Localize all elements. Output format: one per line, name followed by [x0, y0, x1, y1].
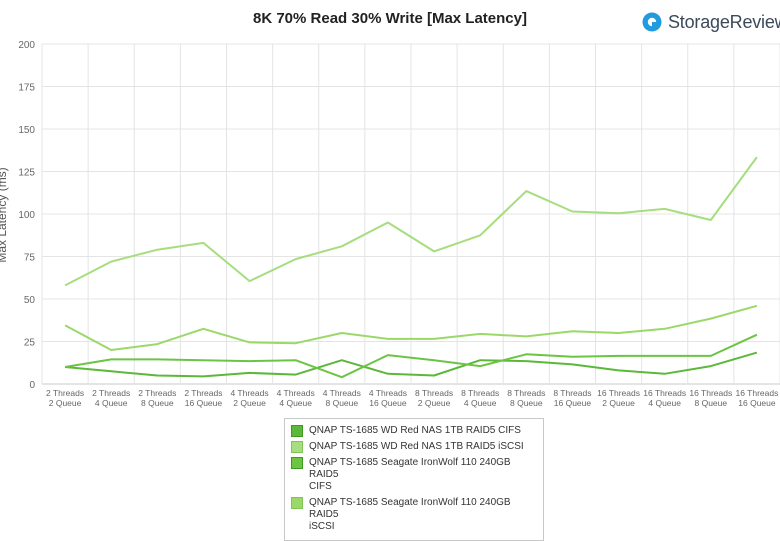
y-tick-label: 125: [18, 168, 35, 179]
series-line-4: [64, 304, 758, 351]
series-line-1: [65, 351, 758, 378]
x-tick-label: 8 Threads 8 Queue: [507, 388, 545, 408]
legend-item[interactable]: QNAP TS-1685 Seagate IronWolf 110 240GB …: [291, 497, 537, 533]
legend-label: QNAP TS-1685 Seagate IronWolf 110 240GB …: [309, 457, 511, 492]
legend-item[interactable]: QNAP TS-1685 WD Red NAS 1TB RAID5 CIFS: [291, 425, 537, 437]
grid-lines: [41, 43, 780, 385]
storagereview-logo-icon: [642, 12, 662, 32]
legend-swatch: [291, 425, 303, 437]
brand-logo: StorageReview: [642, 10, 780, 34]
y-tick-label: 0: [29, 380, 35, 391]
legend-item[interactable]: QNAP TS-1685 WD Red NAS 1TB RAID5 iSCSI: [291, 441, 537, 453]
y-tick-label: 200: [18, 40, 35, 51]
series-line-2: [64, 156, 758, 287]
chart-title: 8K 70% Read 30% Write [Max Latency]: [253, 10, 527, 27]
x-tick-label: 4 Threads 2 Queue: [231, 388, 269, 408]
x-tick-label: 2 Threads 8 Queue: [138, 388, 176, 408]
legend-swatch: [291, 441, 303, 453]
x-tick-label: 16 Threads 16 Queue: [736, 388, 779, 408]
x-tick-label: 8 Threads 16 Queue: [553, 388, 591, 408]
series-line-3: [64, 333, 758, 379]
y-axis-label: Max Latency (ms): [0, 167, 9, 262]
y-tick-label: 175: [18, 83, 35, 94]
x-tick-label: 16 Threads 4 Queue: [643, 388, 686, 408]
x-tick-label: 8 Threads 4 Queue: [461, 388, 499, 408]
x-tick-label: 2 Threads 4 Queue: [92, 388, 130, 408]
x-tick-label: 16 Threads 2 Queue: [597, 388, 640, 408]
y-tick-label: 25: [24, 338, 36, 349]
legend-label: QNAP TS-1685 WD Red NAS 1TB RAID5 CIFS: [309, 425, 521, 436]
y-tick-label: 75: [24, 253, 36, 264]
x-tick-label: 4 Threads 16 Queue: [369, 388, 407, 408]
legend-label: QNAP TS-1685 Seagate IronWolf 110 240GB …: [309, 497, 511, 532]
y-tick-label: 50: [24, 295, 36, 306]
x-tick-label: 16 Threads 8 Queue: [689, 388, 732, 408]
brand-name: StorageReview: [668, 11, 780, 32]
y-axis: 0 25 50 75 100 125 150 175 200: [18, 40, 35, 391]
x-tick-label: 2 Threads 16 Queue: [184, 388, 222, 408]
x-tick-label: 8 Threads 2 Queue: [415, 388, 453, 408]
chart-legend: QNAP TS-1685 WD Red NAS 1TB RAID5 CIFS QN…: [284, 418, 544, 541]
x-tick-label: 4 Threads 4 Queue: [277, 388, 315, 408]
x-axis: 2 Threads 2 Queue 2 Threads 4 Queue 2 Thread…: [46, 388, 778, 408]
x-tick-label: 2 Threads 2 Queue: [46, 388, 84, 408]
legend-label: QNAP TS-1685 WD Red NAS 1TB RAID5 iSCSI: [309, 441, 524, 452]
y-tick-label: 100: [18, 210, 35, 221]
x-tick-label: 4 Threads 8 Queue: [323, 388, 361, 408]
legend-swatch: [291, 457, 303, 469]
legend-item[interactable]: QNAP TS-1685 Seagate IronWolf 110 240GB …: [291, 457, 537, 493]
y-tick-label: 150: [18, 125, 35, 136]
legend-swatch: [291, 497, 303, 509]
series-lines: [64, 156, 758, 379]
